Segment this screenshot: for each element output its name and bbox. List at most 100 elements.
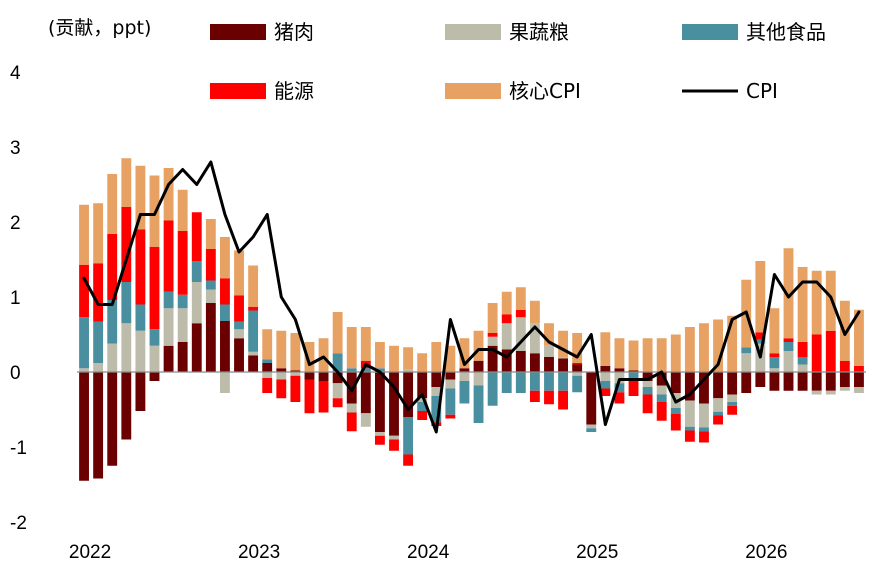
bar-segment	[135, 372, 146, 411]
bar-segment	[783, 372, 794, 391]
bar-segment	[642, 338, 653, 372]
bar-segment	[825, 390, 836, 395]
bar-segment	[417, 398, 428, 402]
bar-segment	[699, 427, 709, 432]
bar-segment	[220, 304, 230, 321]
bar-segment	[600, 372, 611, 381]
bar-segment	[318, 381, 329, 413]
bar-segment	[544, 323, 554, 346]
bar-segment	[248, 265, 259, 307]
bar-segment	[220, 278, 230, 305]
bar-segment	[572, 363, 583, 365]
bar-segment	[79, 264, 89, 318]
bar-segment	[614, 338, 625, 369]
bar-segment	[374, 372, 385, 432]
bar-segment	[459, 372, 470, 381]
bar-segment	[544, 345, 554, 357]
bar-segment	[854, 309, 864, 366]
bar-segment	[290, 372, 301, 376]
bar-segment	[262, 329, 273, 360]
bar-segment	[854, 372, 864, 387]
bar-segment	[783, 248, 794, 339]
bar-segment	[713, 319, 723, 372]
bar-segment	[769, 308, 780, 354]
x-tick-label: 2026	[745, 542, 787, 563]
bar-segment	[811, 334, 822, 372]
bar-segment	[431, 342, 442, 372]
bar-segment	[248, 306, 259, 311]
bar-segment	[572, 364, 583, 372]
legend-item: CPI	[682, 79, 778, 103]
bar-segment	[544, 372, 554, 391]
legend-item: 其他食品	[682, 20, 826, 44]
legend-item: 核心CPI	[445, 79, 581, 103]
bar-segment	[107, 174, 118, 234]
bar-segment	[135, 330, 146, 372]
bar-segment	[811, 270, 822, 335]
cpi-line-layer	[82, 160, 861, 434]
bar-segment	[529, 353, 540, 372]
bar-segment	[783, 338, 794, 342]
bar-segment	[332, 383, 343, 399]
bar-segment	[755, 332, 766, 340]
bar-segment	[262, 363, 273, 372]
bar-segment	[205, 289, 216, 303]
bar-segment	[262, 378, 273, 393]
bar-segment	[600, 366, 611, 372]
bar-segment	[205, 219, 216, 249]
bar-segment	[670, 334, 681, 372]
bar-segment	[304, 342, 315, 372]
bar-segment	[403, 417, 414, 455]
bar-segment	[234, 250, 244, 296]
bar-segment	[346, 412, 357, 432]
bar-segment	[473, 330, 484, 361]
bar-segment	[515, 309, 526, 318]
bar-segment	[741, 372, 752, 393]
x-tick-label: 2023	[238, 542, 280, 563]
bar-segment	[374, 435, 385, 445]
bar-segment	[389, 345, 399, 372]
bar-segment	[445, 372, 456, 380]
bar-segment	[135, 229, 146, 305]
bar-segment	[403, 347, 414, 370]
bar-segment	[727, 315, 738, 372]
bar-segment	[290, 375, 301, 402]
bar-segment	[234, 321, 244, 330]
bar-segment	[79, 368, 89, 372]
bar-segment	[628, 370, 639, 372]
bar-segment	[797, 364, 808, 372]
bar-segment	[276, 330, 287, 369]
bar-segment	[811, 390, 822, 395]
bar-segment	[684, 327, 695, 372]
legend-label: 其他食品	[746, 20, 826, 44]
bar-segment	[727, 394, 738, 402]
bar-segment	[360, 368, 371, 372]
bar-segment	[839, 360, 850, 372]
bar-segment	[487, 303, 498, 333]
bar-segment	[107, 300, 118, 344]
bar-segment	[276, 379, 287, 399]
bar-segment	[797, 372, 808, 391]
bar-segment	[234, 295, 244, 322]
bar-segment	[839, 387, 850, 391]
bar-segment	[797, 267, 808, 342]
bar-segment	[670, 408, 681, 414]
bar-segment	[417, 402, 428, 411]
bar-segment	[177, 294, 188, 309]
bar-segment	[656, 385, 667, 395]
bar-segment	[276, 368, 287, 372]
bar-segment	[769, 368, 780, 372]
bar-segment	[431, 372, 442, 387]
bar-segment	[558, 390, 569, 410]
bar-segment	[544, 390, 554, 405]
bar-segment	[487, 372, 498, 406]
bar-segment	[727, 402, 738, 406]
y-tick-label: 2	[10, 213, 21, 234]
bar-segment	[262, 359, 273, 363]
bar-segment	[304, 379, 315, 414]
bar-segment	[586, 428, 597, 432]
bar-segment	[191, 323, 202, 372]
bar-segment	[121, 372, 132, 440]
bar-segment	[248, 355, 259, 372]
